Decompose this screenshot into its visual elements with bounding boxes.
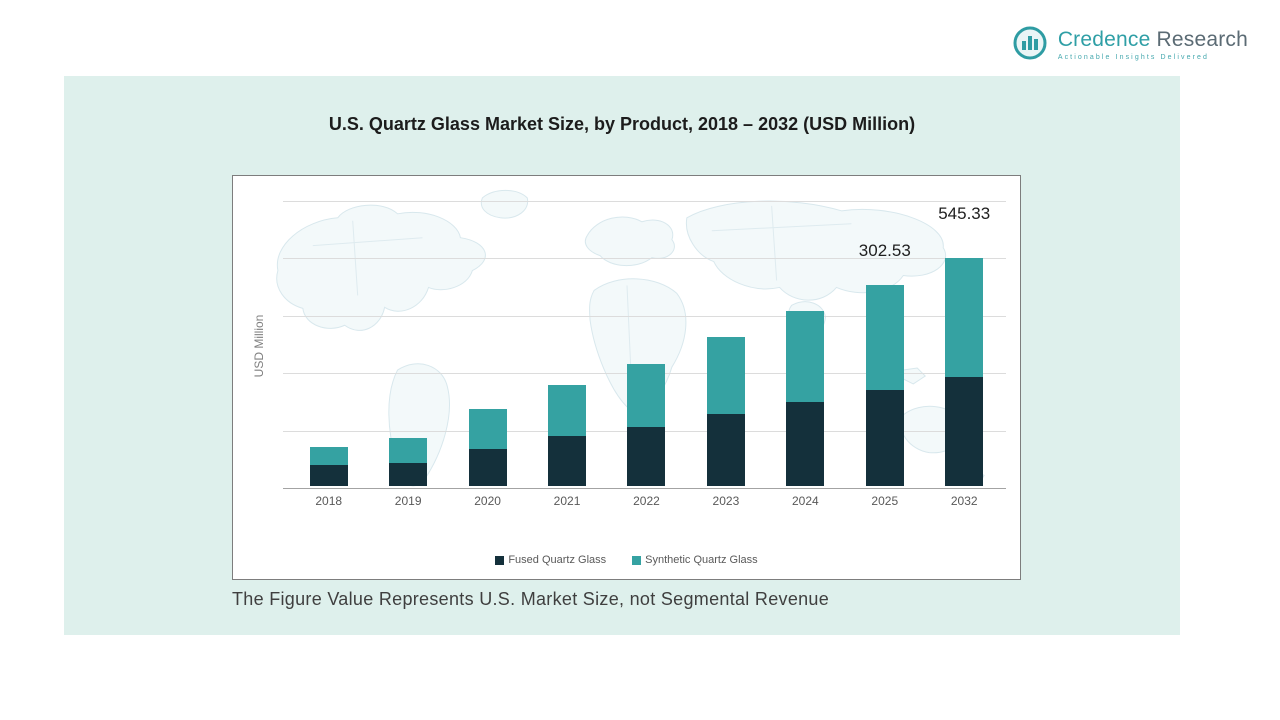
segment-fused-2019: [389, 462, 428, 486]
segment-fused-2023: [706, 414, 745, 486]
segment-fused-2022: [627, 426, 666, 486]
segment-fused-2021: [548, 436, 587, 486]
segment-fused-2032: [945, 376, 984, 486]
segment-synthetic-2022: [627, 363, 666, 427]
segment-fused-2018: [309, 464, 348, 486]
bar-group-2024: 2024: [766, 199, 845, 508]
gridline: [283, 201, 1006, 202]
segment-synthetic-2032: [945, 257, 984, 377]
bar-2024: [786, 311, 825, 486]
footnote: The Figure Value Represents U.S. Market …: [232, 589, 830, 609]
logo-tagline: Actionable Insights Delivered: [1057, 54, 1209, 62]
bar-2032: [945, 257, 984, 486]
x-tick-2021: 2021: [553, 494, 581, 508]
bar-2025: [865, 285, 904, 486]
x-tick-2022: 2022: [633, 494, 660, 508]
gridline: [283, 316, 1006, 317]
x-tick-2023: 2023: [712, 494, 740, 508]
bar-group-2032: 545.33 2032: [925, 199, 1004, 508]
x-tick-2025: 2025: [871, 494, 899, 508]
x-tick-2020: 2020: [474, 494, 501, 508]
bar-2020: [468, 409, 507, 486]
bar-group-2022: 2022: [607, 199, 686, 508]
x-tick-2032: 2032: [950, 494, 978, 508]
logo-name: Credence Research: [1058, 29, 1248, 51]
segment-synthetic-2021: [548, 385, 587, 437]
x-tick-2019: 2019: [394, 494, 422, 508]
legend-item-fused: Fused Quartz Glass: [495, 554, 606, 566]
legend-label-fused: Fused Quartz Glass: [508, 554, 607, 566]
segment-synthetic-2020: [468, 409, 507, 449]
logo: Credence Research Actionable Insights De…: [1011, 24, 1248, 67]
bar-group-2021: 2021: [527, 199, 606, 508]
bar-group-2019: 2019: [368, 199, 447, 508]
logo-word-research: Research: [1156, 28, 1248, 52]
bar-2021: [548, 385, 587, 486]
x-axis-line: [283, 488, 1006, 489]
segment-fused-2024: [786, 402, 825, 486]
y-axis-label: USD Million: [252, 314, 266, 378]
bars-container: 2018 2019 2020 2021 2022 2023 2024 302.53 2025 54…: [289, 199, 1004, 508]
bar-2018: [309, 446, 348, 486]
bar-2022: [627, 363, 666, 486]
segment-fused-2025: [865, 390, 904, 486]
bar-group-2018: 2018: [289, 199, 368, 508]
legend-swatch-synthetic: [632, 555, 642, 565]
bar-group-2023: 2023: [686, 199, 765, 508]
chart-area: USD Million 2018 2019 2020 2021 2022 2023 2024…: [232, 175, 1021, 580]
data-label-2025: 302.53: [858, 241, 911, 261]
legend: Fused Quartz Glass Synthetic Quartz Glas…: [233, 554, 1020, 566]
bar-group-2020: 2020: [448, 199, 527, 508]
logo-icon: [1011, 24, 1049, 67]
chart-title: U.S. Quartz Glass Market Size, by Produc…: [328, 114, 916, 134]
bar-2019: [389, 437, 428, 486]
bar-2023: [706, 337, 745, 486]
legend-item-synthetic: Synthetic Quartz Glass: [632, 554, 758, 566]
segment-synthetic-2024: [786, 311, 825, 403]
segment-synthetic-2025: [865, 285, 904, 391]
legend-label-synthetic: Synthetic Quartz Glass: [645, 554, 758, 566]
segment-synthetic-2023: [706, 337, 745, 415]
segment-fused-2020: [468, 448, 507, 486]
segment-synthetic-2018: [309, 446, 348, 465]
bar-group-2025: 302.53 2025: [845, 199, 924, 508]
logo-text: Credence Research Actionable Insights De…: [1057, 29, 1248, 62]
x-tick-2018: 2018: [315, 494, 343, 508]
x-tick-2024: 2024: [791, 494, 819, 508]
legend-swatch-fused: [495, 555, 505, 565]
data-label-2032: 545.33: [938, 203, 991, 223]
logo-word-credence: Credence: [1057, 28, 1151, 52]
gridline: [283, 258, 1006, 259]
segment-synthetic-2019: [389, 437, 428, 463]
